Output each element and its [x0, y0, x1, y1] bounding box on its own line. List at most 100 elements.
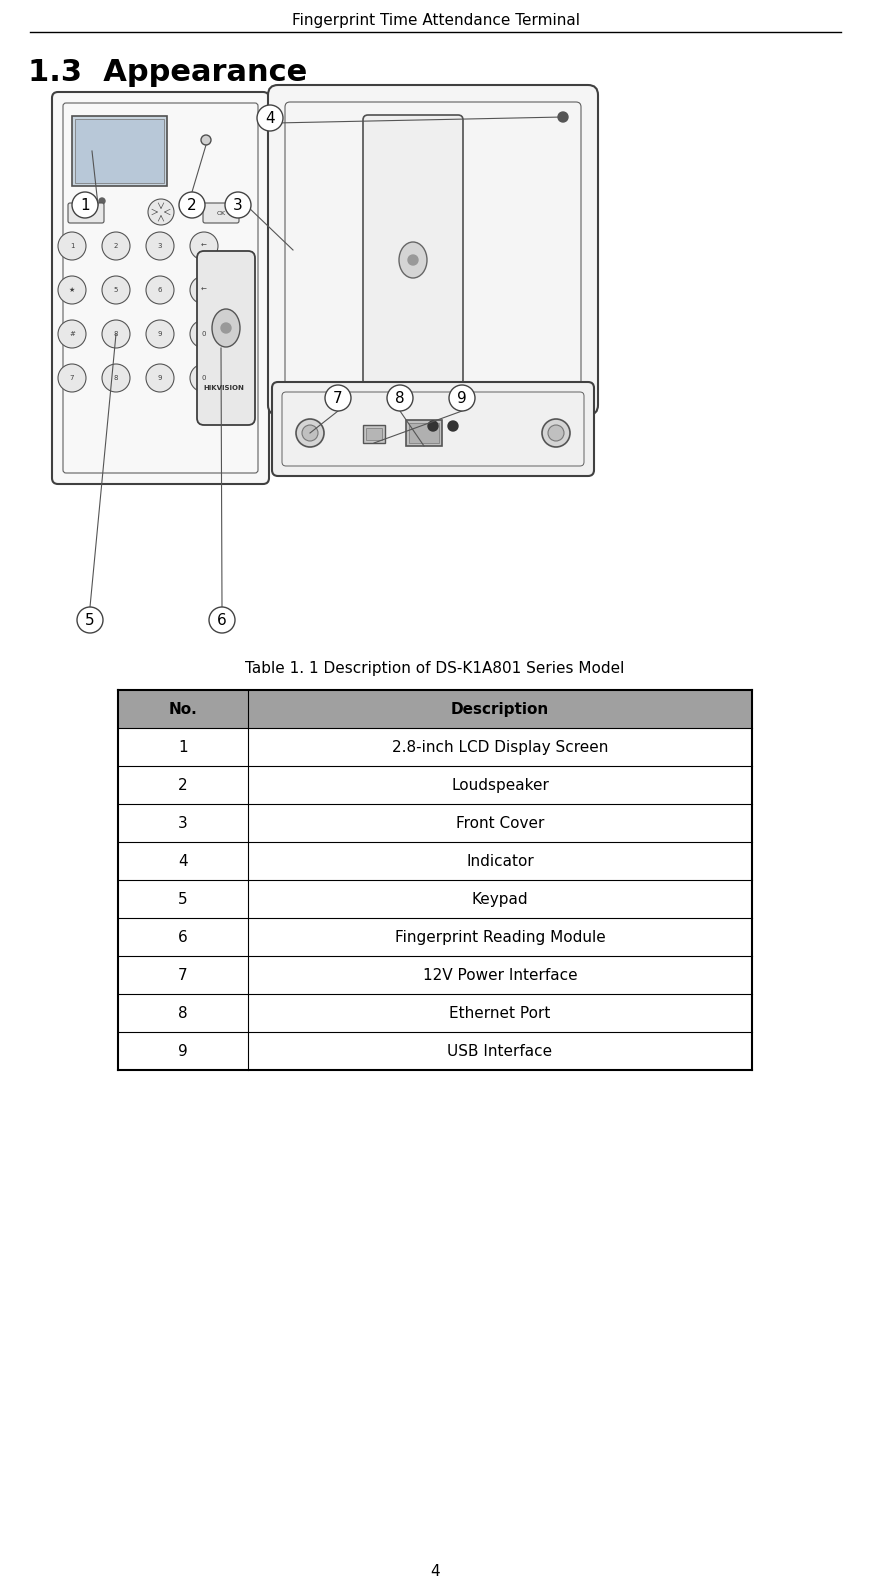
Text: 5: 5	[179, 891, 188, 907]
Circle shape	[190, 320, 218, 347]
Text: Keypad: Keypad	[472, 891, 529, 907]
FancyBboxPatch shape	[68, 202, 104, 223]
Text: 2: 2	[187, 198, 197, 212]
FancyBboxPatch shape	[52, 92, 269, 485]
Circle shape	[448, 421, 458, 430]
Circle shape	[146, 233, 174, 260]
Text: 7: 7	[179, 968, 188, 982]
Text: 2: 2	[179, 778, 188, 792]
Circle shape	[225, 191, 251, 218]
Circle shape	[102, 276, 130, 304]
Text: OK: OK	[216, 210, 226, 215]
Text: Fingerprint Time Attendance Terminal: Fingerprint Time Attendance Terminal	[292, 13, 579, 27]
Text: 8: 8	[179, 1006, 188, 1020]
Bar	[118, 767, 752, 803]
Bar	[118, 880, 752, 918]
Circle shape	[102, 320, 130, 347]
Text: Table 1. 1 Description of DS-K1A801 Series Model: Table 1. 1 Description of DS-K1A801 Seri…	[246, 660, 625, 676]
Circle shape	[99, 198, 105, 204]
Circle shape	[146, 320, 174, 347]
Bar	[118, 1031, 752, 1070]
Text: 7: 7	[334, 391, 343, 405]
Text: 8: 8	[395, 391, 405, 405]
Circle shape	[387, 386, 413, 411]
Text: 5: 5	[114, 287, 118, 293]
Text: 9: 9	[158, 332, 162, 336]
Circle shape	[58, 363, 86, 392]
Ellipse shape	[399, 242, 427, 277]
Circle shape	[428, 421, 438, 430]
Text: 8: 8	[114, 332, 118, 336]
Text: ←: ←	[201, 287, 207, 293]
Bar	[409, 422, 439, 443]
Ellipse shape	[212, 309, 240, 347]
Text: 3: 3	[233, 198, 243, 212]
Circle shape	[58, 276, 86, 304]
Text: Ethernet Port: Ethernet Port	[449, 1006, 550, 1020]
Circle shape	[209, 607, 235, 633]
Circle shape	[190, 276, 218, 304]
Text: 9: 9	[158, 375, 162, 381]
Text: 7: 7	[70, 375, 74, 381]
Text: HIKVISION: HIKVISION	[204, 386, 245, 391]
Text: Front Cover: Front Cover	[456, 816, 544, 830]
Text: 1.3  Appearance: 1.3 Appearance	[28, 57, 307, 86]
Bar	[72, 116, 167, 186]
Circle shape	[146, 363, 174, 392]
Bar	[118, 842, 752, 880]
Circle shape	[102, 363, 130, 392]
Circle shape	[190, 363, 218, 392]
FancyBboxPatch shape	[197, 250, 255, 426]
Circle shape	[408, 255, 418, 265]
Text: 9: 9	[179, 1044, 188, 1058]
Circle shape	[325, 386, 351, 411]
Circle shape	[296, 419, 324, 446]
Text: 4: 4	[430, 1564, 441, 1580]
Text: USB Interface: USB Interface	[448, 1044, 552, 1058]
Circle shape	[548, 426, 564, 442]
Text: 3: 3	[158, 242, 162, 249]
Bar	[118, 803, 752, 842]
Circle shape	[148, 199, 174, 225]
Text: ESC: ESC	[80, 210, 92, 215]
Bar	[406, 419, 442, 446]
Text: 8: 8	[114, 375, 118, 381]
Text: 9: 9	[457, 391, 467, 405]
Text: 6: 6	[217, 612, 226, 628]
Text: ★: ★	[69, 287, 75, 293]
Text: 6: 6	[158, 287, 162, 293]
Bar	[118, 728, 752, 767]
Text: Fingerprint Reading Module: Fingerprint Reading Module	[395, 929, 605, 945]
Circle shape	[58, 233, 86, 260]
FancyBboxPatch shape	[268, 84, 598, 414]
Text: 5: 5	[85, 612, 95, 628]
FancyBboxPatch shape	[363, 115, 463, 386]
Circle shape	[449, 386, 475, 411]
Circle shape	[221, 324, 231, 333]
Circle shape	[302, 426, 318, 442]
Text: 3: 3	[179, 816, 188, 830]
Bar	[363, 426, 385, 443]
Text: ←: ←	[201, 242, 207, 249]
Bar	[366, 429, 382, 440]
Text: Indicator: Indicator	[466, 853, 534, 869]
Circle shape	[190, 233, 218, 260]
Text: Loudspeaker: Loudspeaker	[451, 778, 549, 792]
Circle shape	[201, 135, 211, 145]
FancyBboxPatch shape	[203, 202, 239, 223]
Text: 0: 0	[202, 375, 206, 381]
Bar	[118, 690, 752, 728]
Text: 2: 2	[114, 242, 118, 249]
Circle shape	[146, 276, 174, 304]
Circle shape	[58, 320, 86, 347]
Text: #: #	[69, 332, 75, 336]
Circle shape	[72, 191, 98, 218]
Text: 1: 1	[70, 242, 74, 249]
Text: 4: 4	[265, 110, 275, 126]
Bar	[118, 995, 752, 1031]
Text: 1: 1	[80, 198, 90, 212]
FancyBboxPatch shape	[272, 383, 594, 477]
Text: 1: 1	[179, 740, 188, 754]
Circle shape	[257, 105, 283, 131]
Circle shape	[77, 607, 103, 633]
